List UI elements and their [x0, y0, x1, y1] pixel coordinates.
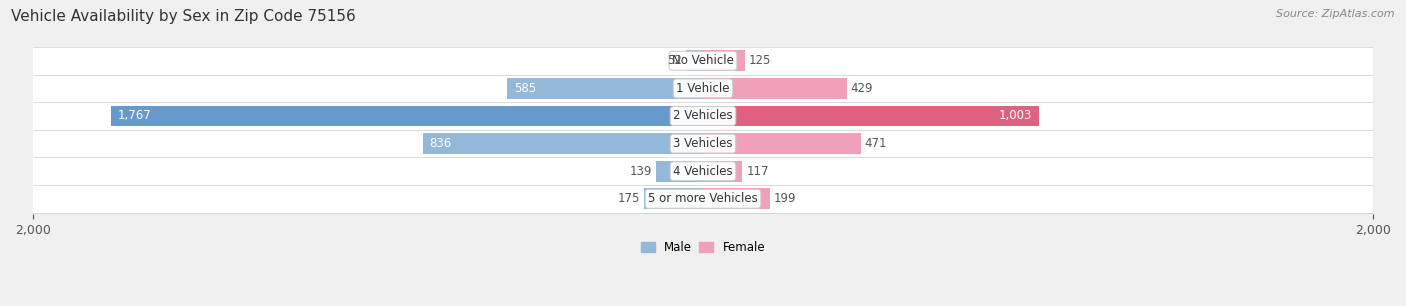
- Bar: [703, 50, 745, 71]
- Bar: [703, 161, 742, 181]
- Text: 1 Vehicle: 1 Vehicle: [676, 82, 730, 95]
- Text: 4 Vehicles: 4 Vehicles: [673, 165, 733, 178]
- Bar: [32, 130, 1374, 157]
- Text: 471: 471: [865, 137, 887, 150]
- Bar: [703, 106, 1039, 126]
- Bar: [32, 102, 1374, 130]
- Text: No Vehicle: No Vehicle: [672, 54, 734, 67]
- Bar: [703, 133, 860, 154]
- Bar: [32, 185, 1374, 213]
- Text: 1,003: 1,003: [998, 110, 1032, 122]
- Text: 125: 125: [749, 54, 772, 67]
- Text: 1,767: 1,767: [118, 110, 152, 122]
- Bar: [32, 75, 1374, 102]
- Bar: [423, 133, 703, 154]
- Bar: [644, 188, 703, 209]
- Text: 52: 52: [666, 54, 682, 67]
- Text: 2 Vehicles: 2 Vehicles: [673, 110, 733, 122]
- Text: 117: 117: [747, 165, 769, 178]
- Text: 175: 175: [619, 192, 640, 205]
- Legend: Male, Female: Male, Female: [636, 236, 770, 259]
- Bar: [111, 106, 703, 126]
- Text: 199: 199: [773, 192, 796, 205]
- Text: 836: 836: [430, 137, 451, 150]
- Text: 429: 429: [851, 82, 873, 95]
- Bar: [703, 188, 769, 209]
- Text: Source: ZipAtlas.com: Source: ZipAtlas.com: [1277, 9, 1395, 19]
- Bar: [32, 47, 1374, 75]
- Bar: [686, 50, 703, 71]
- Bar: [508, 78, 703, 99]
- Text: 5 or more Vehicles: 5 or more Vehicles: [648, 192, 758, 205]
- Bar: [657, 161, 703, 181]
- Text: 139: 139: [630, 165, 652, 178]
- Bar: [703, 78, 846, 99]
- Text: 585: 585: [513, 82, 536, 95]
- Text: 3 Vehicles: 3 Vehicles: [673, 137, 733, 150]
- Bar: [32, 157, 1374, 185]
- Text: Vehicle Availability by Sex in Zip Code 75156: Vehicle Availability by Sex in Zip Code …: [11, 9, 356, 24]
